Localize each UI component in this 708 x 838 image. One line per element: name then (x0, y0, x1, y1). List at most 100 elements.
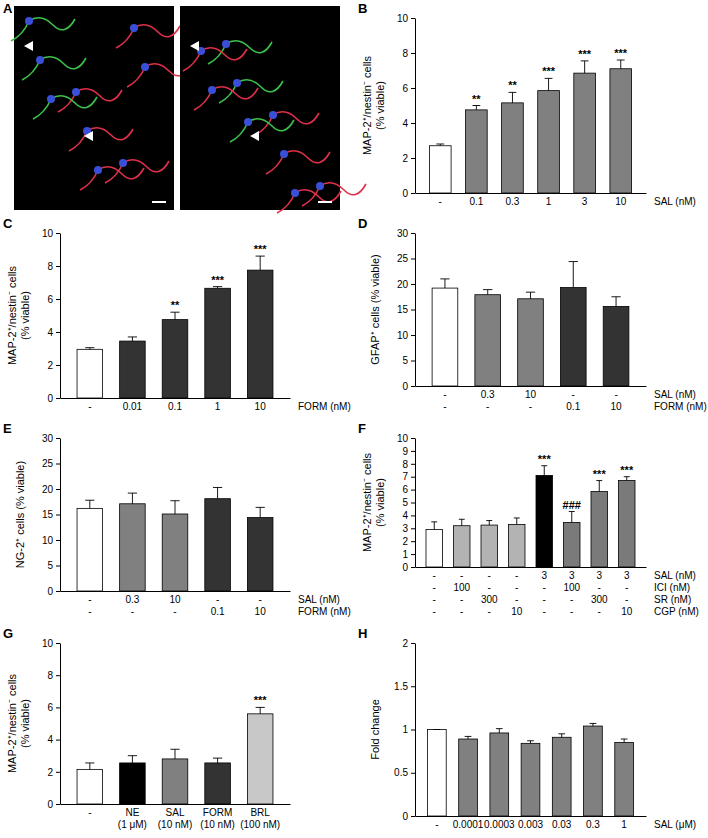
y-tick-mark (56, 540, 60, 541)
x-tick-label: SAL (166, 807, 185, 818)
y-axis-title: MAP-2⁺/nestin⁻ cells(% viable) (6, 673, 31, 773)
y-tick-label: 5 (402, 355, 408, 366)
y-axis-title: MAP-2⁺/nestin⁻ cells(% viable) (361, 55, 386, 155)
y-axis-line (60, 644, 61, 805)
y-tick: 8 (47, 261, 60, 272)
y-tick-label: 0 (402, 562, 408, 573)
x-tick-label: - (216, 594, 219, 605)
nucleus (244, 118, 252, 126)
y-axis-line (415, 439, 416, 568)
y-tick-mark (411, 361, 415, 362)
y-tick-mark (56, 464, 60, 465)
plot-area (77, 707, 273, 804)
x-tick-label: 3 (596, 570, 602, 581)
x-tick-label: 100 (563, 582, 580, 593)
cell-process (219, 80, 283, 103)
x-tick-label: - (88, 807, 91, 818)
bar (481, 525, 498, 567)
x-tick-label: 0.1 (469, 196, 483, 207)
error-bar-cap (624, 476, 630, 477)
x-tick-label: 3 (569, 570, 575, 581)
y-tick-mark (411, 554, 415, 555)
row-label: CGP (nM) (654, 606, 699, 617)
row-label: FORM (nM) (298, 401, 351, 412)
error-bar (621, 739, 628, 742)
error-bar-cap (465, 736, 472, 737)
y-tick: 1.5 (394, 681, 415, 692)
y-tick-label: 6 (402, 484, 408, 495)
y-tick-label: 25 (42, 458, 54, 469)
error-bar (436, 144, 444, 146)
cell-process (208, 41, 272, 64)
x-tick-label: 10 (169, 594, 181, 605)
significance: ** (508, 79, 517, 91)
y-tick-mark (411, 123, 415, 124)
error-bar (611, 297, 620, 307)
error-bar-cap (256, 707, 265, 708)
bar (490, 733, 509, 816)
error-bar-stem (571, 512, 572, 523)
arrowhead (24, 41, 33, 51)
error-bar-stem (620, 60, 621, 69)
x-tick-label: - (572, 389, 575, 400)
cell-process (33, 96, 97, 119)
bar (120, 504, 146, 591)
x-tick-label: 0.003 (518, 819, 543, 830)
cell-process (11, 18, 75, 41)
scale-bar (318, 201, 332, 203)
x-tick-label: - (433, 582, 436, 593)
error-bar (624, 477, 630, 481)
y-tick: 6 (402, 83, 415, 94)
y-tick-label: 30 (397, 228, 409, 239)
error-bar (170, 501, 179, 514)
x-tick-label: - (570, 606, 573, 617)
error-bar-cap (541, 465, 547, 466)
y-tick-mark (56, 438, 60, 439)
x-tick-label: - (259, 594, 262, 605)
y-axis-title-line: MAP-2⁺/nestin⁻ cells (6, 673, 18, 773)
error-bar-stem (599, 481, 600, 492)
y-axis-line (60, 439, 61, 592)
error-bar-stem (132, 756, 133, 763)
panel: H00.511.52Fold change-0.00010.00030.0030… (358, 626, 696, 830)
y-tick-mark (56, 266, 60, 267)
x-tick-label: 0.3 (586, 819, 600, 830)
y-tick: 10 (397, 330, 415, 341)
x-tick-label: 0.0001 (453, 819, 484, 830)
row-label: FORM (nM) (654, 401, 707, 412)
y-tick-mark (56, 515, 60, 516)
error-bar (558, 734, 565, 737)
nucleus (316, 182, 324, 190)
y-axis: 0246810 (42, 638, 61, 810)
significance: *** (593, 468, 607, 480)
y-axis-title: Fold change (369, 699, 381, 760)
nucleus (94, 166, 102, 174)
y-tick-mark (56, 643, 60, 644)
y-tick-mark (56, 566, 60, 567)
bar (432, 288, 458, 386)
error-bar (617, 60, 625, 69)
y-tick-label: 20 (397, 279, 409, 290)
y-axis-title-line: Fold change (369, 699, 381, 760)
x-tick-label: (10 nM) (158, 819, 192, 830)
y-tick: 9 (402, 446, 415, 457)
x-tick-label: 3 (624, 570, 630, 581)
error-bar (256, 256, 265, 270)
error-bar (85, 500, 94, 508)
error-bar (527, 741, 534, 744)
cell-process (105, 160, 169, 183)
error-bar (596, 481, 602, 492)
bar (509, 524, 526, 567)
x-tick-label: 10 (610, 401, 622, 412)
bar (454, 526, 471, 567)
x-tick-label: 0.01 (123, 401, 143, 412)
error-bar (465, 736, 472, 739)
x-tick-label: - (433, 606, 436, 617)
x-tick-label: - (488, 570, 491, 581)
x-tick-label: - (625, 594, 628, 605)
y-axis-title-line: MAP-2⁺/nestin⁻ cells (361, 452, 373, 552)
y-tick-label: 25 (397, 253, 409, 264)
bar (584, 726, 603, 816)
error-bar-cap (581, 60, 589, 61)
error-bar (509, 92, 517, 103)
